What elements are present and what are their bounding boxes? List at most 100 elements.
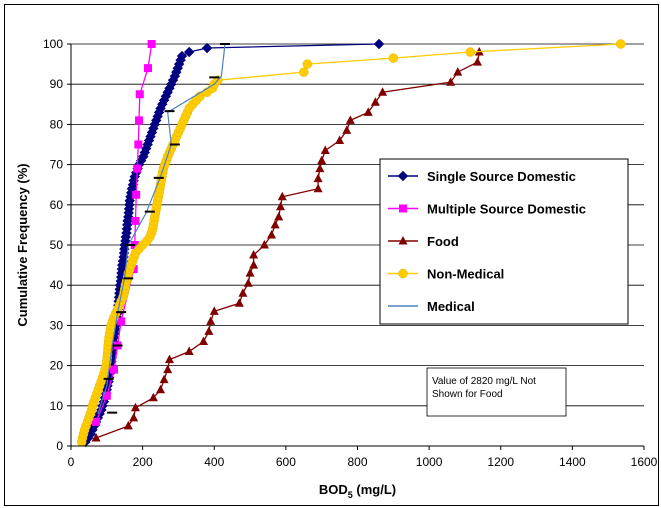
triangle-marker (277, 191, 287, 201)
x-label-subscript: 5 (348, 490, 353, 500)
triangle-marker (267, 229, 277, 239)
legend: Single Source Domestic Multiple Source Do… (379, 158, 629, 325)
triangle-marker (206, 316, 216, 325)
legend-label: Food (427, 234, 459, 249)
y-tick-label: 50 (50, 238, 64, 252)
triangle-marker (129, 412, 139, 422)
x-tick-label: 200 (133, 455, 153, 469)
circle-marker (302, 59, 313, 69)
triangle-marker (446, 77, 456, 86)
triangle-marker (315, 163, 325, 173)
x-tick-label: 0 (68, 455, 75, 469)
triangle-marker (209, 306, 219, 315)
x-tick-label: 800 (347, 455, 367, 469)
triangle-marker (270, 219, 280, 229)
triangle-marker (259, 240, 269, 249)
series-layer (76, 38, 626, 448)
triangle-marker (276, 201, 286, 211)
diamond-marker (183, 46, 195, 58)
x-tick-label: 1600 (631, 455, 658, 469)
triangle-marker (159, 374, 169, 384)
x-axis-label: BOD5 (mg/L) (319, 482, 396, 500)
y-tick-label: 100 (43, 37, 63, 51)
x-tick-label: 400 (204, 455, 224, 469)
legend-label: Medical (427, 299, 475, 314)
legend-label: Non-Medical (427, 267, 504, 282)
series-single-source-domestic (80, 38, 385, 448)
triangle-marker (123, 420, 133, 430)
y-tick-label: 40 (50, 278, 64, 292)
triangle-marker (335, 135, 345, 144)
square-marker (102, 391, 111, 400)
triangle-marker (274, 211, 284, 221)
x-tick-label: 600 (276, 455, 296, 469)
legend-label: Multiple Source Domestic (427, 202, 586, 217)
triangle-marker (317, 155, 327, 165)
triangle-marker (249, 260, 259, 269)
square-marker (147, 40, 156, 48)
triangle-marker (363, 107, 373, 116)
x-label-unit: (mg/L) (353, 482, 396, 497)
triangle-marker (398, 236, 408, 245)
diamond-marker (397, 170, 409, 182)
y-tick-label: 90 (50, 77, 64, 91)
y-tick-label: 60 (50, 198, 64, 212)
circle-marker (398, 268, 408, 279)
triangle-marker (320, 145, 330, 155)
triangle-marker (313, 173, 323, 183)
triangle-marker (156, 384, 166, 394)
y-tick-label: 20 (50, 359, 64, 373)
triangle-marker (249, 250, 259, 259)
x-tick-label: 1200 (487, 455, 514, 469)
triangle-marker (238, 288, 248, 297)
triangle-marker (199, 336, 209, 345)
annotation-rect (426, 367, 567, 417)
triangle-marker (148, 392, 158, 402)
square-marker (133, 164, 142, 173)
square-marker (92, 417, 101, 426)
triangle-marker (472, 57, 482, 66)
triangle-marker (184, 346, 194, 356)
circle-marker (615, 39, 626, 49)
series-medical (97, 43, 226, 414)
triangle-marker (91, 432, 101, 442)
square-marker (134, 140, 143, 149)
square-marker (135, 90, 144, 99)
triangle-marker (234, 298, 244, 307)
y-tick-label: 70 (50, 158, 64, 172)
square-marker (131, 216, 140, 225)
triangle-marker (378, 87, 388, 96)
square-marker (109, 365, 118, 374)
y-tick-label: 10 (50, 399, 64, 413)
series-food (91, 47, 484, 442)
triangle-marker (204, 326, 214, 335)
triangle-marker (164, 354, 174, 364)
triangle-marker (313, 183, 323, 193)
triangle-marker (453, 67, 463, 76)
circle-marker (388, 53, 399, 63)
square-marker (399, 204, 407, 213)
series-line (97, 43, 226, 414)
series-markers-5 (103, 43, 230, 414)
legend-label: Single Source Domestic (427, 169, 576, 184)
y-tick-label: 30 (50, 318, 64, 332)
x-tick-label: 1400 (559, 455, 586, 469)
triangle-marker (163, 364, 173, 374)
x-label-main: BOD (319, 482, 348, 497)
x-tick-label: 1000 (416, 455, 443, 469)
circle-marker (299, 67, 309, 77)
triangle-marker (342, 125, 352, 134)
legend-box (379, 158, 629, 325)
square-marker (132, 190, 141, 199)
y-axis-label: Cumulative Frequency (%) (15, 163, 30, 326)
y-tick-label: 80 (50, 117, 64, 131)
circle-marker (465, 47, 476, 57)
annotation-box: Value of 2820 mg/L Not Shown for Food (426, 367, 567, 417)
diamond-marker (201, 42, 213, 54)
y-tick-label: 0 (56, 439, 63, 453)
annotation-text: Value of 2820 mg/L Not (432, 376, 536, 387)
triangle-marker (243, 278, 253, 287)
triangle-marker (345, 115, 355, 124)
